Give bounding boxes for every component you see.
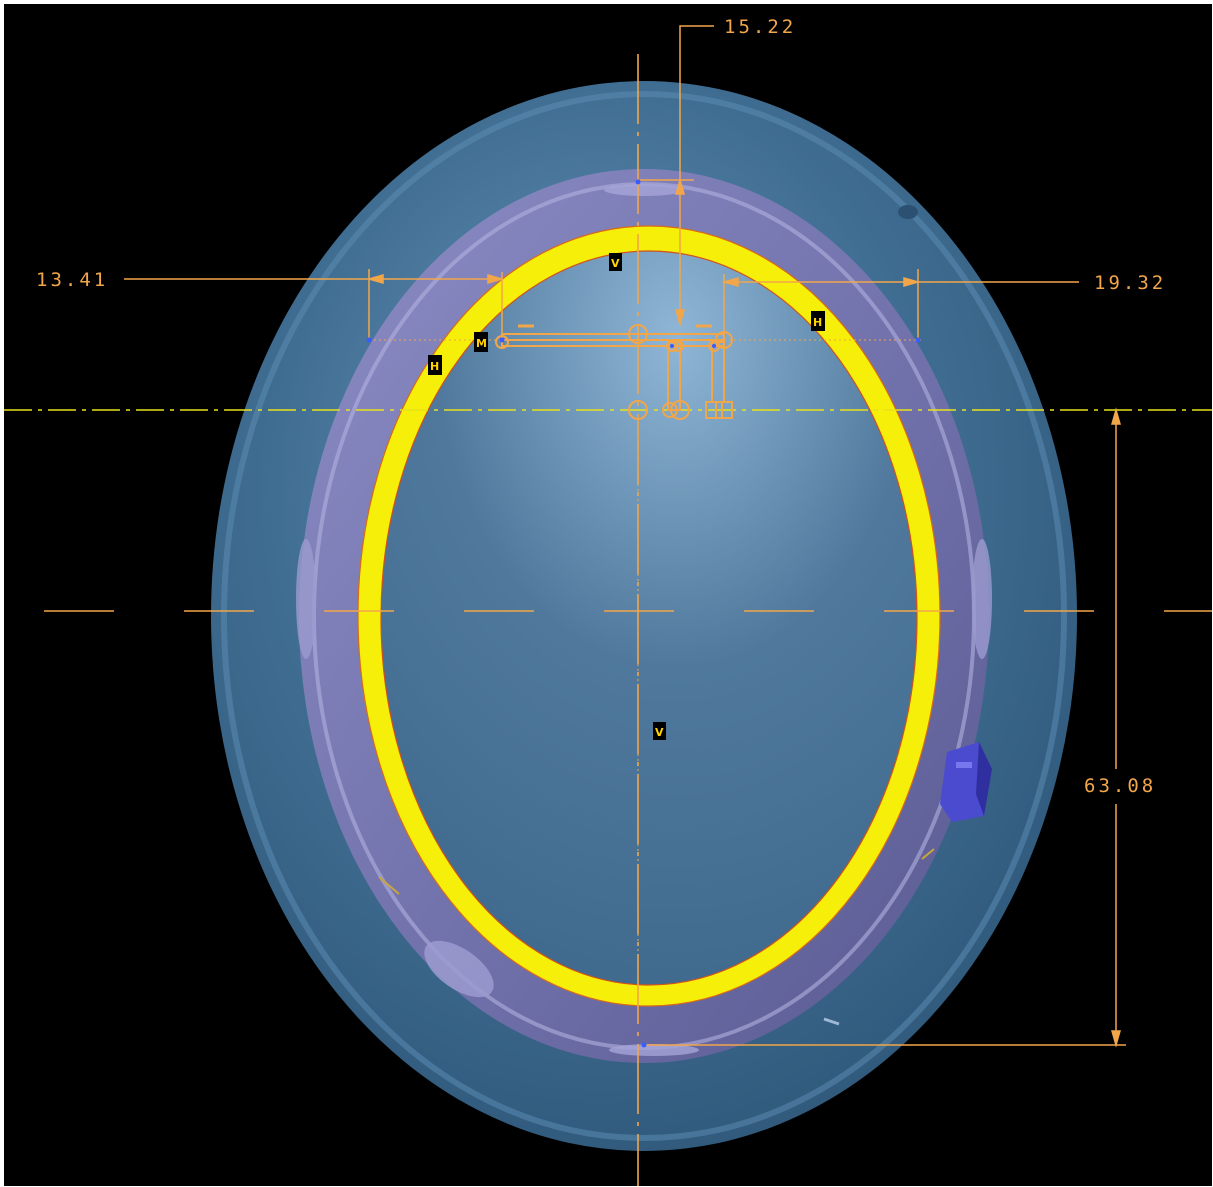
- constraint-v-top[interactable]: V: [609, 253, 622, 271]
- dimension-top-label[interactable]: 15.22: [724, 16, 796, 38]
- inner-surface-outline: [380, 250, 918, 986]
- band-mark: [921, 848, 935, 860]
- svg-text:H: H: [430, 360, 439, 373]
- side-clip-icon[interactable]: [940, 742, 992, 822]
- part-model[interactable]: [211, 81, 1077, 1151]
- model-viewport[interactable]: 15.22 13.41 19.32: [4, 4, 1212, 1186]
- dimension-left-label[interactable]: 13.41: [36, 269, 108, 291]
- dimension-13-41[interactable]: 13.41: [36, 269, 505, 338]
- band-mark: [823, 1017, 840, 1026]
- svg-text:M: M: [476, 337, 487, 350]
- recess-bottom: [609, 1044, 699, 1056]
- svg-text:V: V: [655, 726, 664, 739]
- band-mark: [378, 876, 400, 895]
- model-canvas[interactable]: 15.22 13.41 19.32: [4, 4, 1212, 1186]
- constraint-h-right[interactable]: H: [811, 311, 825, 331]
- small-hole: [898, 205, 918, 219]
- recess-right: [972, 539, 992, 659]
- dimension-vertical-label[interactable]: 63.08: [1084, 775, 1156, 797]
- constraint-h-left[interactable]: H: [428, 355, 442, 375]
- centerlines[interactable]: [4, 54, 1212, 1186]
- point-markers: [366, 179, 921, 1048]
- recess-top: [604, 184, 684, 196]
- dimension-19-32[interactable]: 19.32: [721, 269, 1166, 338]
- dimension-15-22[interactable]: 15.22: [640, 16, 796, 327]
- yellow-ring-outline: [357, 225, 941, 1007]
- svg-text:H: H: [813, 316, 822, 329]
- constraint-m-left[interactable]: M: [474, 332, 488, 352]
- outer-shell-highlight: [221, 91, 1067, 1141]
- dimension-right-label[interactable]: 19.32: [1094, 272, 1166, 294]
- svg-text:V: V: [611, 257, 620, 270]
- constraint-v-center[interactable]: V: [653, 722, 666, 740]
- recess-bottom-left: [424, 940, 494, 998]
- recess-left: [296, 539, 316, 659]
- inner-surface[interactable]: [381, 251, 917, 985]
- dimension-63-08[interactable]: 63.08: [644, 407, 1156, 1048]
- sketch-geometry[interactable]: [495, 324, 733, 420]
